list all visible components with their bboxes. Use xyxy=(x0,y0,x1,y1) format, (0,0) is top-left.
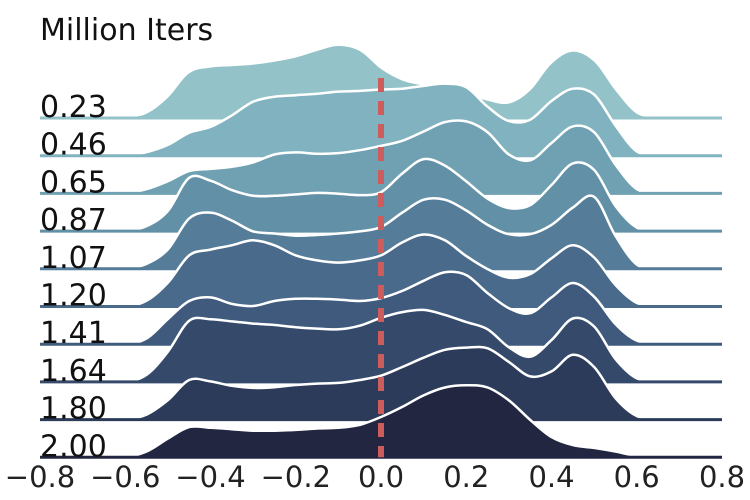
ridge-outline-0.65 xyxy=(39,119,723,195)
x-tick-label: −0.2 xyxy=(261,460,331,494)
ridge-outline-1.64 xyxy=(39,308,723,384)
x-tick-label: 0.6 xyxy=(614,460,660,494)
ridge-outline-2.00 xyxy=(39,384,723,459)
row-label-1.80: 1.80 xyxy=(40,392,107,427)
x-tick-label: −0.8 xyxy=(5,460,75,494)
row-label-1.07: 1.07 xyxy=(40,241,107,276)
ridge-outline-1.07 xyxy=(39,194,723,271)
ridge-outline-0.87 xyxy=(39,157,723,233)
x-tick-label: 0.8 xyxy=(699,460,745,494)
ridge-outline-0.46 xyxy=(39,82,723,157)
x-tick-label: 0.2 xyxy=(443,460,489,494)
row-label-1.20: 1.20 xyxy=(40,279,107,314)
x-axis-ticks: −0.8 −0.6 −0.4 −0.2 0.0 0.2 0.4 0.6 0.8 xyxy=(5,460,745,494)
ridge-area-1.64 xyxy=(40,309,722,382)
row-label-0.23: 0.23 xyxy=(40,90,107,125)
ridge-area-2.00 xyxy=(40,385,722,458)
row-label-2.00: 2.00 xyxy=(40,429,107,464)
row-label-1.64: 1.64 xyxy=(40,354,107,389)
row-label-0.46: 0.46 xyxy=(40,128,107,163)
ridge-outline-1.41 xyxy=(39,270,723,346)
row-label-0.65: 0.65 xyxy=(40,165,107,200)
row-labels: 0.230.460.650.871.071.201.411.641.802.00 xyxy=(40,90,107,464)
ridge-outline-1.20 xyxy=(39,233,723,308)
row-label-0.87: 0.87 xyxy=(40,203,107,238)
x-tick-label: 0.4 xyxy=(528,460,574,494)
x-tick-label: 0.0 xyxy=(358,460,404,494)
x-tick-label: −0.6 xyxy=(90,460,160,494)
chart-title: Million Iters xyxy=(40,13,213,48)
ridge-outline-1.80 xyxy=(39,345,723,421)
x-tick-label: −0.4 xyxy=(175,460,245,494)
row-label-1.41: 1.41 xyxy=(40,316,107,351)
